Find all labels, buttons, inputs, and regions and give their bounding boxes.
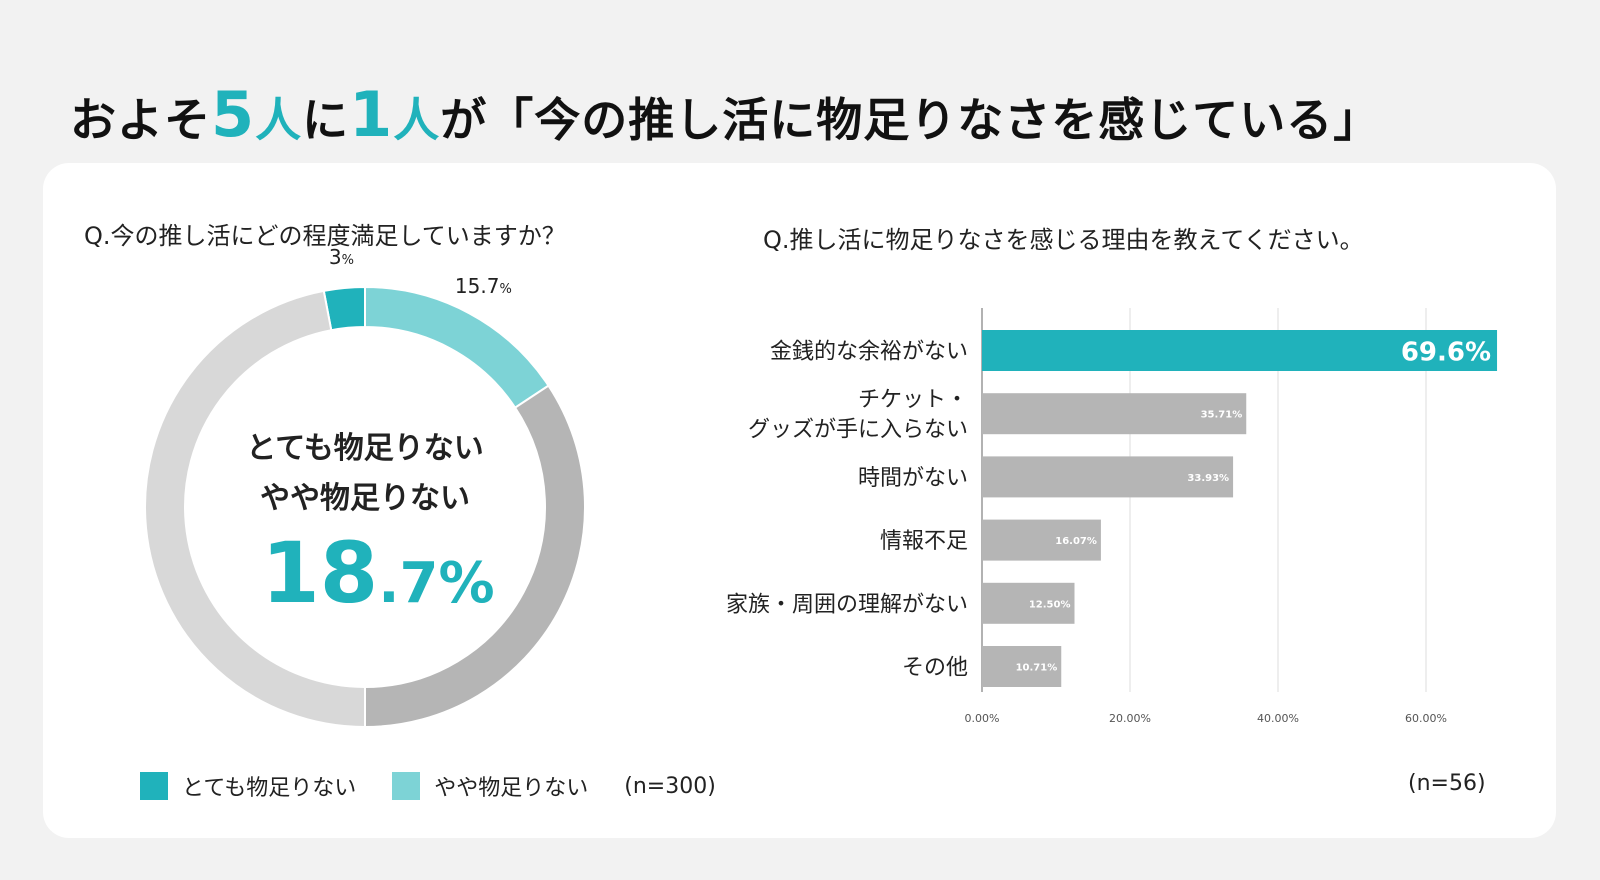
bar-value-label: 10.71% — [1016, 663, 1058, 674]
bar-category-label: チケット・ — [858, 388, 968, 413]
bar-category-label: 金銭的な余裕がない — [770, 340, 968, 365]
bar-value-label: 33.93% — [1187, 473, 1229, 484]
headline-text-3: が「今の推し活に物足りなさを感じている」 — [440, 93, 1381, 147]
bar-x-tick-label: 0.00% — [965, 712, 1000, 725]
headline-number-1: 5 — [211, 78, 256, 151]
headline-text-1: およそ — [70, 93, 211, 147]
donut-legend: とても物足りない やや物足りない (n=300) — [140, 770, 716, 802]
bar-value-label: 16.07% — [1055, 536, 1097, 547]
legend-label-very: とても物足りない — [182, 776, 357, 801]
left-question: Q.今の推し活にどの程度満足していますか？ — [84, 222, 566, 250]
bar-value-label: 35.71% — [1201, 410, 1243, 421]
bar — [982, 393, 1247, 435]
bar — [982, 456, 1234, 498]
legend-swatch-very — [140, 772, 168, 800]
bar — [982, 646, 1062, 687]
bar — [982, 330, 1498, 371]
bar-category-label: グッズが手に入らない — [748, 418, 968, 443]
left-sample-size: (n=300) — [624, 773, 716, 799]
bar — [982, 519, 1101, 561]
legend-swatch-somewhat — [392, 772, 421, 800]
donut-center-line1: とても物足りない — [246, 431, 484, 466]
donut-chart: 3% 15.7% とても物足りない やや物足りない 18.7% — [144, 245, 586, 729]
donut-slice — [364, 285, 550, 410]
bar-category-label: 家族・周囲の理解がない — [726, 592, 968, 617]
bar-x-tick-label: 20.00% — [1109, 712, 1151, 725]
bar-chart: 0.00% 20.00% 40.00% 60.00% 69.6% 金銭的な余裕がない 35.… — [726, 308, 1498, 725]
right-question: Q.推し活に物足りなさを感じる理由を教えてください。 — [763, 226, 1364, 254]
donut-center-value-dec: .7% — [378, 551, 494, 616]
headline-text-2: に — [302, 93, 350, 147]
headline-unit-1: 人 — [255, 93, 303, 147]
bar — [982, 582, 1075, 624]
bar-x-tick-label: 60.00% — [1405, 712, 1447, 725]
donut-center-value-int: 18 — [261, 524, 378, 622]
headline-unit-2: 人 — [393, 93, 441, 147]
bar-value-label: 69.6% — [1401, 338, 1491, 368]
right-sample-size: (n=56) — [1408, 771, 1486, 796]
bar-x-tick-label: 40.00% — [1257, 712, 1299, 725]
donut-slice — [144, 289, 366, 729]
bar-category-label: その他 — [902, 656, 968, 681]
bar-value-label: 12.50% — [1029, 599, 1071, 610]
donut-center-line2: やや物足りない — [260, 481, 470, 516]
donut-slice-label: 3% — [329, 245, 354, 269]
legend-label-somewhat: やや物足りない — [434, 776, 589, 801]
headline: およそ5人に1人が「今の推し活に物足りなさを感じている」 — [70, 78, 1380, 151]
donut-center-value: 18.7% — [261, 524, 494, 622]
bar-category-label: 時間がない — [858, 466, 968, 491]
headline-number-2: 1 — [349, 78, 394, 151]
bar-category-label: 情報不足 — [880, 529, 968, 554]
donut-slice-label: 15.7% — [455, 274, 512, 298]
content-card — [43, 163, 1556, 838]
